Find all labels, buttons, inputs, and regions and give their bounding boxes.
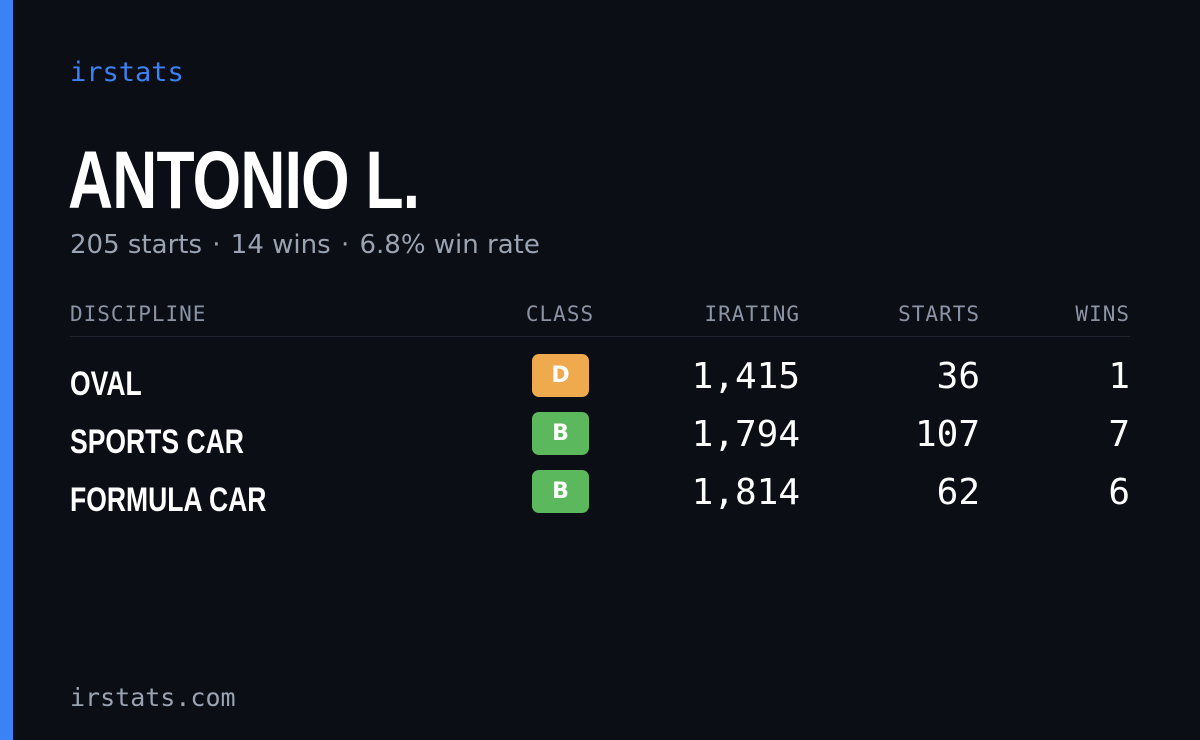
class-badge: B [532, 470, 589, 513]
class-badge: B [532, 412, 589, 455]
header-irating: IRATING [704, 302, 800, 326]
summary-separator: · [340, 230, 350, 260]
starts-summary: 205 starts [70, 230, 202, 260]
discipline-name: FORMULA CAR [70, 481, 267, 519]
footer-domain: irstats.com [70, 683, 236, 712]
starts-value: 107 [914, 414, 980, 455]
table-row: FORMULA CAR B 1,814 62 6 [70, 470, 1130, 528]
starts-value: 36 [936, 356, 980, 397]
player-name: ANTONIO L. [68, 135, 420, 226]
discipline-name: SPORTS CAR [70, 423, 244, 461]
class-badge: D [532, 354, 589, 397]
table-row: OVAL D 1,415 36 1 [70, 354, 1130, 412]
brand-logo: irstats [70, 57, 184, 88]
header-starts: STARTS [898, 302, 980, 326]
wins-value: 1 [1108, 356, 1130, 397]
summary-separator: · [212, 230, 221, 260]
wins-value: 7 [1108, 414, 1130, 455]
header-class: CLASS [525, 302, 595, 326]
winrate-summary: 6.8% win rate [359, 230, 540, 260]
table-header: DISCIPLINE CLASS IRATING STARTS WINS [70, 298, 1130, 337]
irating-value: 1,794 [691, 414, 800, 455]
wins-summary: 14 wins [230, 230, 331, 260]
wins-value: 6 [1108, 472, 1130, 513]
irating-value: 1,814 [691, 472, 800, 513]
starts-value: 62 [936, 472, 980, 513]
irating-value: 1,415 [691, 356, 800, 397]
accent-bar [0, 0, 13, 740]
table-row: SPORTS CAR B 1,794 107 7 [70, 412, 1130, 470]
discipline-name: OVAL [70, 365, 142, 403]
player-summary: 205 starts · 14 wins · 6.8% win rate [70, 228, 540, 262]
header-wins: WINS [1075, 302, 1130, 326]
header-discipline: DISCIPLINE [70, 302, 207, 326]
discipline-table: DISCIPLINE CLASS IRATING STARTS WINS OVA… [70, 298, 1130, 528]
